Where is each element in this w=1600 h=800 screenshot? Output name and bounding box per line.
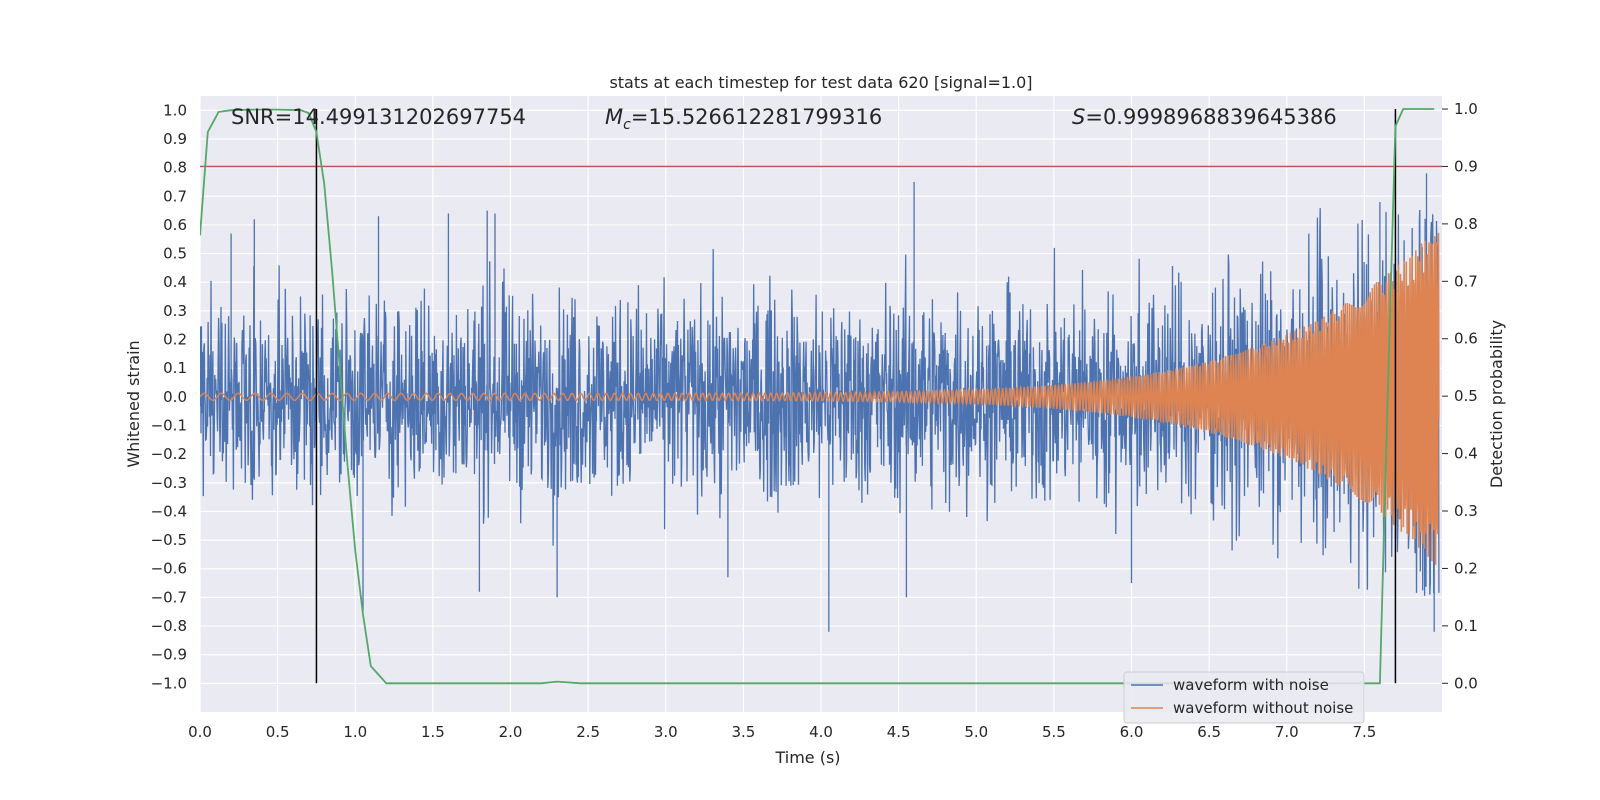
x-tick-label: 2.5: [576, 723, 600, 741]
annotation-mc-symbol: M: [605, 105, 623, 129]
y-tick-label: 0.1: [163, 359, 187, 377]
y-tick-label: 0.4: [163, 273, 187, 291]
y-axis-label: Whitened strain: [124, 340, 143, 467]
y-tick-label: −0.2: [151, 445, 187, 463]
annotation-s-symbol: S: [1072, 105, 1085, 129]
right-y-tick-label: 0.1: [1454, 617, 1478, 635]
right-y-tick-label: 0.0: [1454, 674, 1478, 692]
x-tick-label: 7.5: [1352, 723, 1376, 741]
right-y-tick-label: 0.8: [1454, 215, 1478, 233]
x-tick-label: 7.0: [1275, 723, 1299, 741]
y-tick-label: −0.3: [151, 474, 187, 492]
x-tick-label: 3.0: [654, 723, 678, 741]
x-tick-label: 1.5: [421, 723, 445, 741]
right-y-tick-label: 0.7: [1454, 272, 1478, 290]
series-detection-probability: [200, 108, 1435, 685]
right-y-axis-ticks: 1.0 0.9 0.8 0.7 0.6 0.5 0.4 0.3 0.2 0.1 0.0: [1442, 100, 1478, 692]
vertical-marker-lines: [315, 109, 1397, 684]
right-y-tick-label: 1.0: [1454, 100, 1478, 118]
annotation-s-value: =0.9998968839645386: [1085, 105, 1336, 129]
y-tick-label: −0.8: [151, 617, 187, 635]
x-tick-label: 1.0: [343, 723, 367, 741]
annotation-mc-value: =15.526612281799316: [631, 105, 882, 129]
y-tick-label: 0.5: [163, 245, 187, 263]
x-tick-label: 5.5: [1042, 723, 1066, 741]
y-tick-label: 0.3: [163, 302, 187, 320]
x-tick-label: 6.0: [1120, 723, 1144, 741]
y-axis-ticks: 1.0 0.9 0.8 0.7 0.6 0.5 0.4 0.3 0.2 0.1 0.0 −0.1 −0.…: [151, 101, 187, 692]
annotation-chirp-mass: Mc=15.526612281799316: [605, 105, 882, 133]
x-tick-label: 3.5: [731, 723, 755, 741]
y-tick-label: 0.6: [163, 216, 187, 234]
y-tick-label: 0.2: [163, 331, 187, 349]
right-y-tick-label: 0.3: [1454, 502, 1478, 520]
right-y-tick-label: 0.5: [1454, 387, 1478, 405]
right-y-axis-label: Detection probability: [1487, 320, 1506, 488]
x-tick-label: 2.0: [499, 723, 523, 741]
x-axis-ticks: 0.0 0.5 1.0 1.5 2.0 2.5 3.0 3.5 4.0 4.5 5.0 5.5 6.0 6…: [188, 723, 1376, 741]
y-tick-label: −0.9: [151, 646, 187, 664]
annotation-mc-subscript: c: [623, 117, 631, 133]
y-tick-label: 1.0: [163, 101, 187, 119]
y-tick-label: 0.8: [163, 159, 187, 177]
y-tick-label: −0.6: [151, 560, 187, 578]
right-y-tick-label: 0.9: [1454, 157, 1478, 175]
x-tick-label: 0.5: [266, 723, 290, 741]
series-waveform-without-noise: [200, 232, 1440, 565]
right-y-tick-label: 0.6: [1454, 330, 1478, 348]
y-tick-label: 0.0: [163, 388, 187, 406]
legend-label-clean: waveform without noise: [1173, 699, 1353, 717]
legend: waveform with noise waveform without noi…: [1123, 671, 1365, 724]
y-tick-label: −1.0: [151, 674, 187, 692]
y-tick-label: −0.7: [151, 588, 187, 606]
y-tick-label: −0.5: [151, 531, 187, 549]
detection-probability-line: [200, 108, 1435, 685]
legend-label-noisy: waveform with noise: [1173, 676, 1329, 694]
annotation-snr: SNR=14.499131202697754: [231, 105, 526, 129]
y-tick-label: −0.4: [151, 502, 187, 520]
y-tick-label: 0.7: [163, 187, 187, 205]
x-tick-label: 5.0: [964, 723, 988, 741]
x-tick-label: 6.5: [1197, 723, 1221, 741]
x-tick-label: 0.0: [188, 723, 212, 741]
x-axis-label: Time (s): [774, 748, 840, 767]
y-tick-label: −0.1: [151, 416, 187, 434]
chart-title: stats at each timestep for test data 620…: [609, 73, 1032, 92]
legend-box: [1123, 671, 1365, 724]
x-tick-label: 4.5: [887, 723, 911, 741]
y-tick-label: 0.9: [163, 130, 187, 148]
annotation-s: S=0.9998968839645386: [1072, 105, 1337, 129]
right-y-tick-label: 0.2: [1454, 559, 1478, 577]
x-tick-label: 4.0: [809, 723, 833, 741]
right-y-tick-label: 0.4: [1454, 445, 1478, 463]
clean-waveform-line: [200, 232, 1440, 565]
